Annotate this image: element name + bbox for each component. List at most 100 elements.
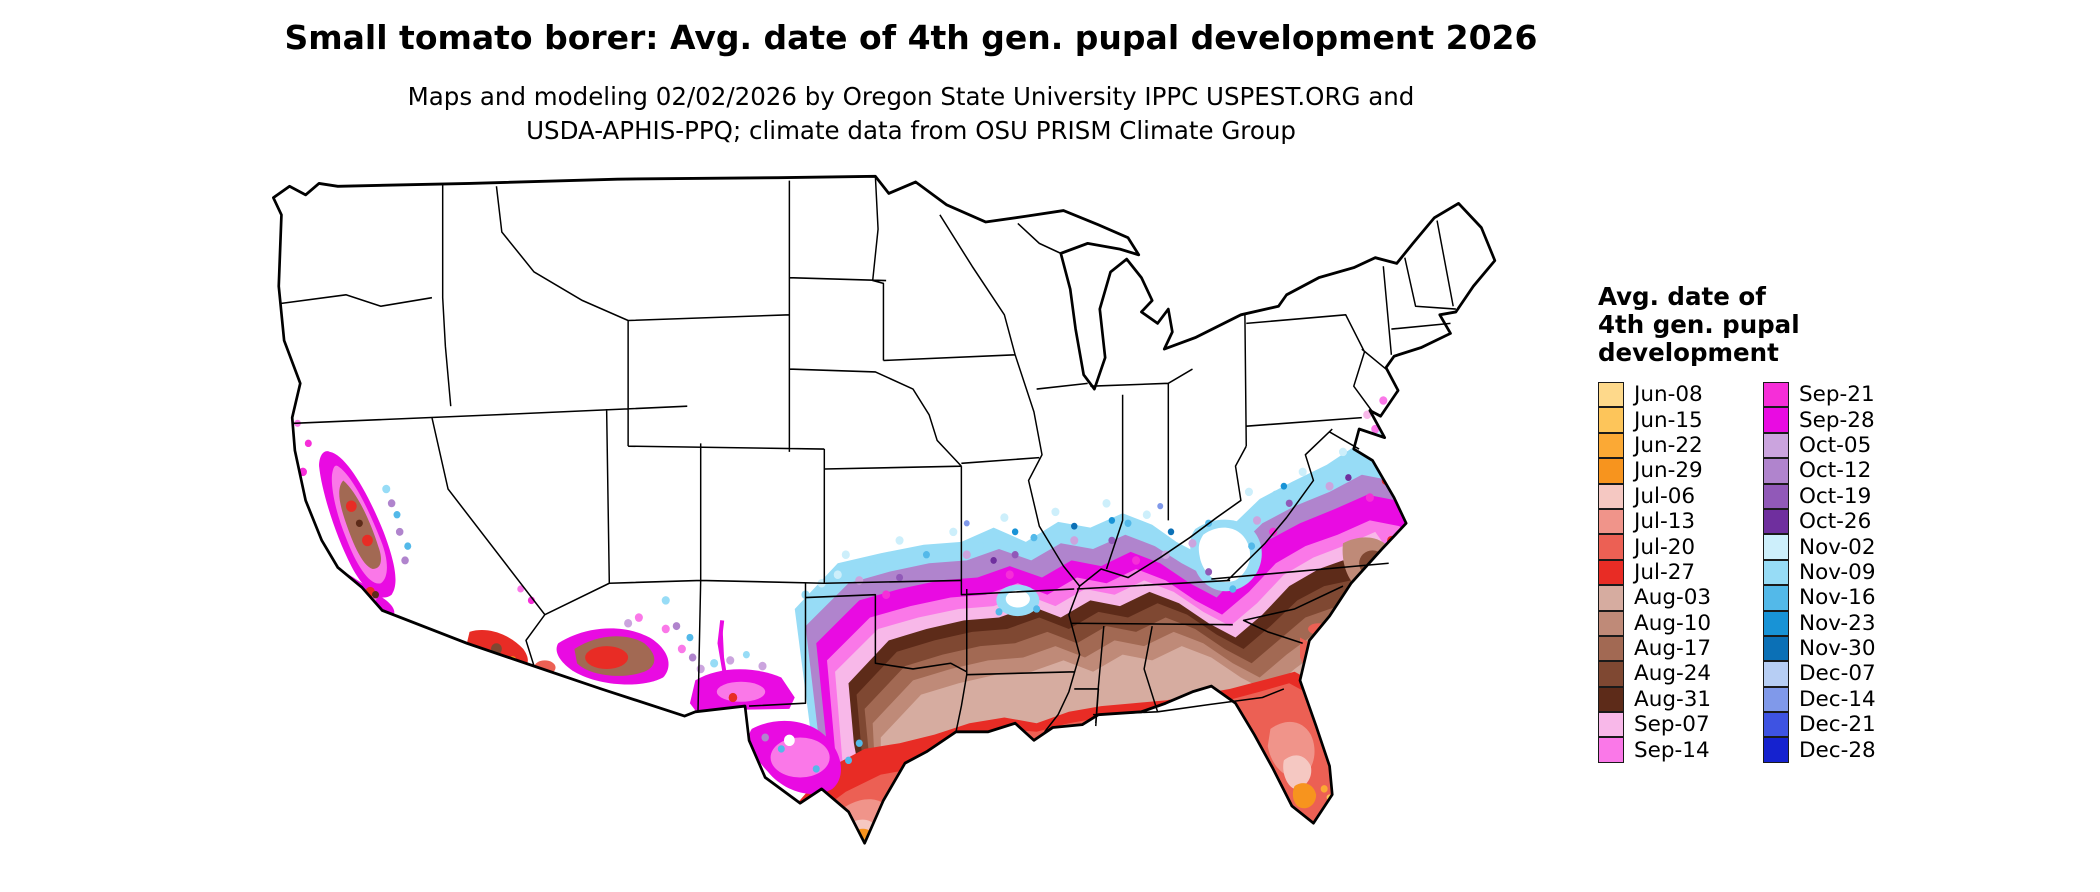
legend-label: Jul-20 xyxy=(1634,534,1696,560)
us-map-svg xyxy=(272,174,1497,845)
state-borders-west xyxy=(281,176,1016,712)
legend-swatch xyxy=(1763,407,1789,433)
legend-row: Nov-16 xyxy=(1763,585,1876,611)
legend-row: Oct-19 xyxy=(1763,483,1876,509)
legend-swatch xyxy=(1763,432,1789,459)
legend-row: Jul-27 xyxy=(1598,559,1746,586)
state-borders-central xyxy=(749,222,1285,733)
legend-label: Jul-06 xyxy=(1634,483,1696,509)
legend-label: Dec-28 xyxy=(1799,737,1876,763)
legend-swatch xyxy=(1598,610,1624,636)
choropleth-layers xyxy=(273,176,1495,844)
speckles-sep21 xyxy=(298,439,1374,605)
legend-row: Aug-10 xyxy=(1598,610,1746,636)
legend-swatch xyxy=(1763,585,1789,611)
legend-row: Jun-22 xyxy=(1598,432,1746,459)
legend-label: Jun-29 xyxy=(1634,458,1703,484)
legend-row: Aug-17 xyxy=(1598,635,1746,662)
us-map xyxy=(268,172,1558,886)
legend-swatch xyxy=(1598,458,1624,484)
legend-swatch xyxy=(1598,686,1624,713)
legend-label: Aug-17 xyxy=(1634,636,1712,662)
legend-label: Jul-13 xyxy=(1634,509,1696,535)
legend-row: Dec-14 xyxy=(1763,686,1876,713)
legend-row: Jul-13 xyxy=(1598,508,1746,535)
legend-label: Nov-02 xyxy=(1799,534,1876,560)
legend-row: Jun-29 xyxy=(1598,458,1746,484)
speckles-jun22 xyxy=(863,785,1328,844)
legend-swatch xyxy=(1763,559,1789,586)
florida-warm-core xyxy=(1267,721,1317,809)
legend-label: Nov-30 xyxy=(1799,636,1876,662)
page-subtitle: Maps and modeling 02/02/2026 by Oregon S… xyxy=(0,80,1822,148)
speckles-darkbrown xyxy=(355,519,379,599)
legend-column-right: Sep-21 Sep-28 Oct-05 Oct-12 Oct-19 Oct-26 Nov-… xyxy=(1763,382,1876,763)
arizona-lowlands xyxy=(534,628,669,685)
legend: Avg. date of 4th gen. pupal development … xyxy=(1598,283,2068,763)
legend-row: Aug-03 xyxy=(1598,585,1746,611)
legend-row: Jul-20 xyxy=(1598,534,1746,560)
legend-title-line-2: 4th gen. pupal xyxy=(1598,310,1800,339)
legend-columns: Jun-08 Jun-15 Jun-22 Jun-29 Jul-06 Jul-13 Jul-… xyxy=(1598,382,2068,763)
new-mexico-south xyxy=(689,620,795,711)
legend-row: Sep-07 xyxy=(1598,712,1746,738)
subtitle-line-2: USDA-APHIS-PPQ; climate data from OSU PR… xyxy=(526,116,1296,145)
legend-row: Jul-06 xyxy=(1598,483,1746,509)
legend-swatch xyxy=(1763,534,1789,560)
legend-label: Sep-14 xyxy=(1634,737,1710,763)
speckles-oct26 xyxy=(990,474,1352,564)
subtitle-line-1: Maps and modeling 02/02/2026 by Oregon S… xyxy=(407,82,1415,111)
legend-row: Nov-30 xyxy=(1763,635,1876,662)
legend-row: Sep-28 xyxy=(1763,407,1876,433)
legend-row: Oct-26 xyxy=(1763,508,1876,535)
legend-swatch xyxy=(1763,712,1789,738)
legend-label: Aug-31 xyxy=(1634,686,1712,712)
legend-swatch xyxy=(1598,534,1624,560)
legend-swatch xyxy=(1598,559,1624,586)
legend-title-line-1: Avg. date of xyxy=(1598,282,1766,311)
legend-swatch xyxy=(1598,483,1624,509)
legend-label: Nov-09 xyxy=(1799,559,1876,585)
legend-label: Oct-12 xyxy=(1799,458,1872,484)
speckles-dec14 xyxy=(963,503,1164,527)
legend-label: Jun-15 xyxy=(1634,407,1703,433)
speckles-oct19 xyxy=(896,499,1293,582)
legend-swatch xyxy=(1598,432,1624,459)
legend-row: Nov-02 xyxy=(1763,534,1876,560)
legend-row: Dec-21 xyxy=(1763,712,1876,738)
legend-label: Aug-24 xyxy=(1634,661,1712,687)
legend-swatch xyxy=(1598,737,1624,763)
legend-row: Aug-31 xyxy=(1598,686,1746,713)
legend-swatch xyxy=(1598,661,1624,687)
us-outline xyxy=(272,174,1497,845)
legend-swatch xyxy=(1598,635,1624,662)
legend-row: Dec-28 xyxy=(1763,737,1876,763)
legend-swatch xyxy=(1763,661,1789,687)
legend-swatch xyxy=(1763,508,1789,535)
legend-row: Jun-15 xyxy=(1598,407,1746,433)
legend-row: Jun-08 xyxy=(1598,382,1746,408)
legend-row: Nov-23 xyxy=(1763,610,1876,636)
legend-label: Aug-10 xyxy=(1634,610,1712,636)
legend-label: Sep-07 xyxy=(1634,712,1710,738)
legend-label: Sep-28 xyxy=(1799,407,1875,433)
legend-label: Jul-27 xyxy=(1634,559,1696,585)
ozark-pocket xyxy=(996,584,1040,617)
legend-label: Nov-23 xyxy=(1799,610,1876,636)
legend-column-left: Jun-08 Jun-15 Jun-22 Jun-29 Jul-06 Jul-13 Jul-… xyxy=(1598,382,1746,763)
legend-label: Oct-19 xyxy=(1799,483,1872,509)
legend-label: Aug-03 xyxy=(1634,585,1712,611)
legend-swatch xyxy=(1598,407,1624,433)
legend-swatch xyxy=(1763,458,1789,484)
speckles-oct12 xyxy=(387,499,769,742)
legend-row: Nov-09 xyxy=(1763,559,1876,586)
legend-title-line-3: development xyxy=(1598,338,1779,367)
legend-row: Oct-05 xyxy=(1763,432,1876,459)
legend-label: Dec-21 xyxy=(1799,712,1876,738)
legend-row: Sep-14 xyxy=(1598,737,1746,763)
speckles-nov16 xyxy=(393,511,1256,773)
legend-label: Oct-05 xyxy=(1799,432,1872,458)
legend-label: Dec-14 xyxy=(1799,686,1876,712)
legend-title: Avg. date of 4th gen. pupal development xyxy=(1598,283,2068,367)
legend-swatch xyxy=(1763,686,1789,713)
